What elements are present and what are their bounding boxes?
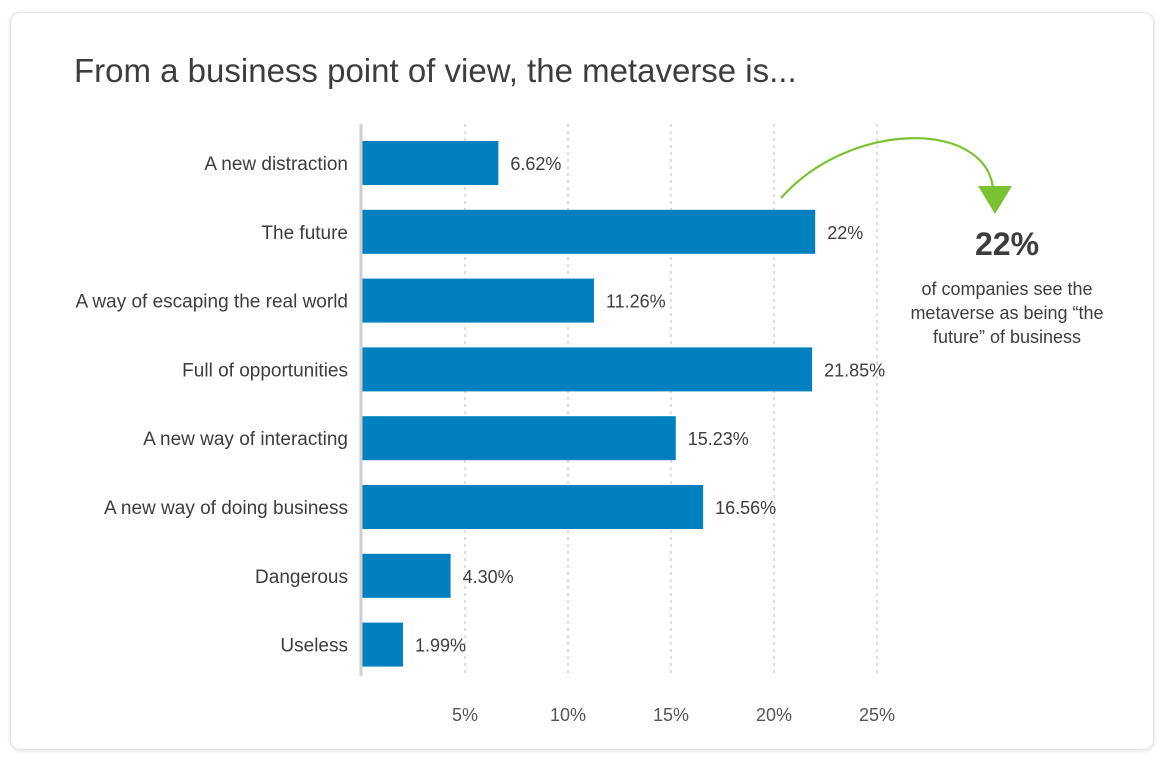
callout-arrow-curve [780, 137, 995, 199]
x-tick-label: 5% [452, 705, 478, 725]
category-label: Useless [280, 636, 348, 657]
bar [362, 416, 676, 461]
bar [362, 209, 816, 254]
value-label: 11.26% [606, 292, 666, 312]
category-label: Dangerous [255, 567, 348, 588]
value-label: 16.56% [715, 498, 776, 518]
x-tick-label: 15% [653, 705, 689, 725]
callout-text: of companies see the metaverse as being … [910, 279, 1104, 347]
bar [362, 622, 403, 667]
value-label: 6.62% [510, 154, 561, 174]
category-label: Full of opportunities [182, 360, 348, 381]
category-label: A new distraction [204, 154, 348, 175]
bar [362, 553, 451, 598]
bar [362, 485, 704, 529]
category-label: A way of escaping the real world [76, 292, 349, 313]
callout-arrow-head [978, 186, 1012, 214]
category-label: A new way of doing business [104, 498, 348, 519]
value-label: 21.85% [824, 360, 885, 380]
callout-value: 22% [974, 226, 1040, 262]
value-label: 1.99% [415, 636, 466, 656]
category-label: The future [261, 223, 348, 244]
x-tick-label: 25% [859, 705, 895, 725]
value-label: 22% [827, 223, 863, 243]
labels: 5% 10% 15% 20% 25% A new distraction 6.62% The … [76, 154, 896, 725]
chart-title: From a business point of view, the metav… [74, 52, 797, 89]
grid-lines [464, 124, 878, 676]
bars [362, 141, 816, 667]
x-tick-label: 10% [550, 705, 586, 725]
bar [362, 347, 813, 392]
x-tick-label: 20% [756, 705, 792, 725]
bar [362, 141, 499, 185]
value-label: 15.23% [688, 429, 749, 449]
callout: 22% of companies see the metaverse as be… [896, 226, 1118, 349]
value-label: 4.30% [463, 567, 514, 587]
callout-arrow [780, 137, 1012, 214]
category-label: A new way of interacting [143, 429, 348, 450]
bar [362, 278, 594, 323]
